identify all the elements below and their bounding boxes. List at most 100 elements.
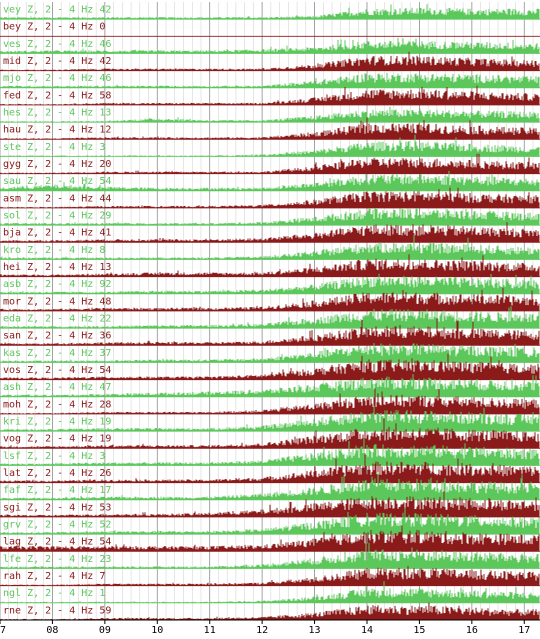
trace-31	[0, 525, 540, 552]
trace-envelope	[0, 306, 540, 329]
trace-envelope	[0, 418, 540, 449]
x-tick-label: 09	[99, 625, 111, 636]
trace-34	[0, 581, 540, 604]
x-tick-label: 17	[518, 625, 530, 636]
trace-label: rne Z, 2 - 4 Hz 59	[3, 605, 111, 616]
trace-envelope	[0, 4, 540, 20]
trace-label: hei Z, 2 - 4 Hz 13	[3, 262, 111, 273]
trace-6	[0, 106, 540, 123]
trace-19	[0, 318, 540, 346]
trace-envelope	[0, 472, 540, 500]
x-tick-label: 15	[413, 625, 425, 636]
trace-label: vos Z, 2 - 4 Hz 54	[3, 365, 111, 376]
trace-envelope	[0, 491, 540, 517]
label-layer: vey Z, 2 - 4 Hz 42 bey Z, 2 - 4 Hz 0 ves Z…	[3, 5, 111, 617]
trace-envelope	[0, 318, 540, 346]
trace-envelope	[0, 254, 540, 277]
trace-25	[0, 418, 540, 449]
trace-envelope	[0, 507, 540, 535]
trace-label: asb Z, 2 - 4 Hz 92	[3, 279, 111, 290]
trace-envelope	[0, 565, 540, 586]
trace-label: sau Z, 2 - 4 Hz 54	[3, 176, 111, 187]
trace-envelope	[0, 106, 540, 123]
x-tick-label: 16	[466, 625, 478, 636]
x-axis: 07 08 09 10 11 12 13 14 15 16 17	[0, 619, 540, 636]
trace-label: kri Z, 2 - 4 Hz 19	[3, 417, 111, 428]
trace-label: lag Z, 2 - 4 Hz 54	[3, 537, 111, 548]
trace-envelope	[0, 581, 540, 603]
trace-18	[0, 306, 540, 329]
trace-20	[0, 343, 540, 363]
x-tick-label: 13	[309, 625, 321, 636]
trace-label: gyg Z, 2 - 4 Hz 20	[3, 159, 111, 170]
trace-envelope	[0, 287, 540, 311]
trace-5	[0, 85, 540, 106]
trace-22	[0, 374, 540, 398]
x-tick-label: 14	[361, 625, 373, 636]
trace-envelope	[0, 222, 540, 243]
trace-30	[0, 507, 540, 535]
trace-16	[0, 273, 540, 295]
trace-label: ash Z, 2 - 4 Hz 47	[3, 382, 111, 393]
trace-label: lfe Z, 2 - 4 Hz 23	[3, 554, 111, 565]
trace-envelope	[0, 85, 540, 105]
trace-envelope	[0, 453, 540, 483]
trace-label: asm Z, 2 - 4 Hz 44	[3, 193, 111, 204]
trace-label: faf Z, 2 - 4 Hz 17	[3, 485, 111, 496]
trace-label: sol Z, 2 - 4 Hz 29	[3, 211, 111, 222]
x-tick-label: 10	[151, 625, 163, 636]
trace-envelope	[0, 153, 540, 174]
trace-0	[0, 4, 540, 20]
trace-12	[0, 208, 540, 226]
trace-label: grv Z, 2 - 4 Hz 52	[3, 520, 111, 531]
trace-14	[0, 234, 540, 260]
trace-label: san Z, 2 - 4 Hz 36	[3, 331, 111, 342]
trace-label: ves Z, 2 - 4 Hz 46	[3, 39, 111, 50]
trace-label: bey Z, 2 - 4 Hz 0	[3, 22, 105, 33]
trace-envelope	[0, 170, 540, 191]
trace-label: mor Z, 2 - 4 Hz 48	[3, 296, 111, 307]
trace-label: hes Z, 2 - 4 Hz 13	[3, 108, 111, 119]
trace-envelope	[0, 542, 540, 569]
trace-label: vog Z, 2 - 4 Hz 19	[3, 434, 111, 445]
trace-label: lat Z, 2 - 4 Hz 26	[3, 468, 111, 479]
x-tick-label: 07	[0, 625, 6, 636]
trace-layer	[0, 4, 540, 621]
trace-8	[0, 134, 540, 157]
trace-envelope	[0, 353, 540, 380]
trace-label: kas Z, 2 - 4 Hz 37	[3, 348, 111, 359]
trace-envelope	[0, 273, 540, 294]
trace-envelope	[0, 525, 540, 552]
trace-envelope	[0, 343, 540, 363]
x-tick-label: 12	[256, 625, 268, 636]
trace-4	[0, 72, 540, 89]
trace-label: ngl Z, 2 - 4 Hz 1	[3, 588, 105, 599]
trace-13	[0, 222, 540, 243]
trace-label: sgi Z, 2 - 4 Hz 53	[3, 502, 111, 513]
trace-envelope	[0, 187, 540, 208]
trace-label: mjo Z, 2 - 4 Hz 46	[3, 73, 111, 84]
trace-label: lsf Z, 2 - 4 Hz 3	[3, 451, 105, 462]
trace-envelope	[0, 51, 540, 71]
trace-3	[0, 51, 540, 72]
trace-envelope	[0, 208, 540, 226]
trace-envelope	[0, 134, 540, 157]
trace-9	[0, 153, 540, 175]
trace-2	[0, 37, 540, 54]
trace-label: kro Z, 2 - 4 Hz 8	[3, 245, 105, 256]
trace-label: bja Z, 2 - 4 Hz 41	[3, 228, 111, 239]
trace-envelope	[0, 374, 540, 397]
trace-28	[0, 472, 540, 501]
trace-envelope	[0, 117, 540, 140]
trace-envelope	[0, 37, 540, 54]
trace-envelope	[0, 72, 540, 88]
trace-29	[0, 491, 540, 518]
trace-label: fed Z, 2 - 4 Hz 58	[3, 90, 111, 101]
trace-32	[0, 542, 540, 569]
trace-label: hau Z, 2 - 4 Hz 12	[3, 125, 111, 136]
trace-label: rah Z, 2 - 4 Hz 7	[3, 571, 105, 582]
trace-envelope	[0, 438, 540, 466]
x-tick-label: 08	[46, 625, 58, 636]
trace-17	[0, 287, 540, 312]
